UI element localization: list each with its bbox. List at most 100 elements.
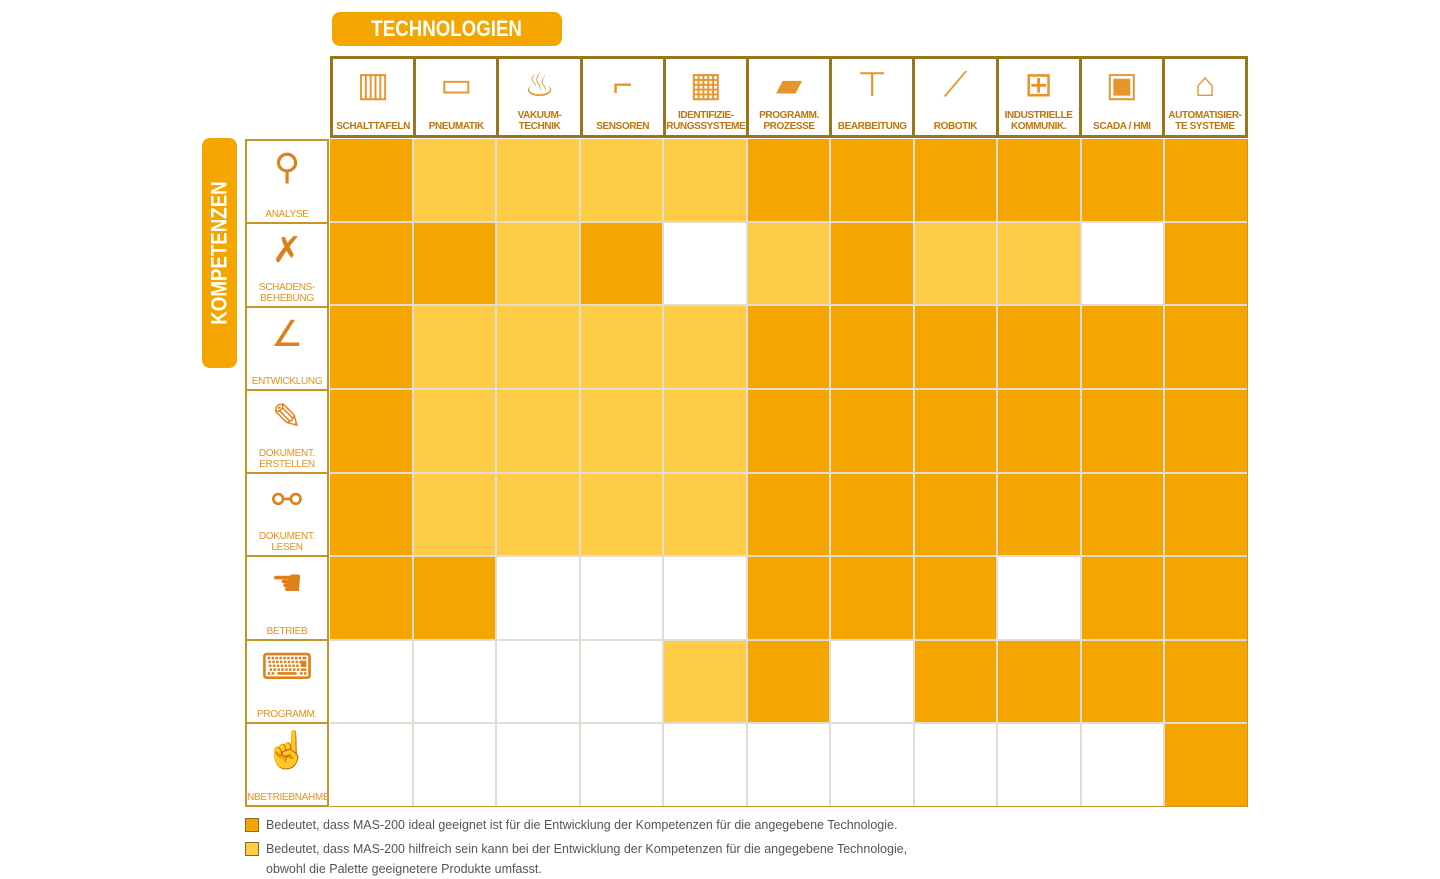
sensor-icon: ⌐ [612,65,633,104]
cell-1-9 [1081,222,1164,305]
cell-3-5 [747,389,830,472]
cell-6-3 [580,640,663,723]
plc-icon: ▰ [775,66,803,104]
column-label: SCADA / HMI [1093,121,1151,132]
cell-1-7 [914,222,997,305]
cell-0-10 [1165,139,1247,221]
cell-4-10 [1165,473,1247,556]
column-header: ⌐ SENSOREN [579,56,666,138]
cell-5-8 [998,557,1080,639]
column-header: ⊞ INDUSTRIELLE KOMMUNIK. [995,56,1082,138]
cell-7-2 [497,724,579,806]
monitor-icon: ▣ [1105,66,1138,104]
column-label: SENSOREN [596,121,650,132]
cell-1-1 [413,222,496,305]
machining-icon: ⊤ [857,66,888,104]
tools-icon: ✗ [271,229,303,271]
row-header: ∠ ENTWICKLUNG [247,307,327,389]
cell-1-5 [747,222,830,305]
cell-7-7 [914,724,997,806]
cell-5-0 [330,557,412,639]
cell-4-0 [330,473,412,556]
qr-code-icon: ▦ [689,66,722,104]
cell-0-6 [831,139,913,221]
cell-5-5 [747,557,830,639]
cell-1-10 [1165,222,1247,305]
cell-5-2 [497,557,579,639]
matrix-grid [330,139,1248,807]
row-label: DOKUMENT. ERSTELLEN [258,448,316,470]
cell-3-4 [664,389,746,472]
legend-text-ideal: Bedeutet, dass MAS-200 ideal geeignet is… [266,818,898,832]
cell-6-0 [330,640,412,723]
cell-4-6 [831,473,913,556]
column-header: ♨ VAKUUM- TECHNIK [496,56,583,138]
cell-6-9 [1081,640,1164,723]
cell-0-9 [1081,139,1164,221]
column-header: ⊤ BEARBEITUNG [829,56,916,138]
cell-0-3 [580,139,663,221]
hand-lever-icon: ☚ [270,562,304,604]
cell-3-7 [914,389,997,472]
robot-arm-icon: ⟋ [943,65,968,104]
column-label: PROGRAMM. PROZESSE [759,110,819,132]
cell-1-3 [580,222,663,305]
row-header: ✎ DOKUMENT. ERSTELLEN [247,390,327,472]
glasses-book-icon: ⚯ [271,479,303,520]
column-header: ▦ IDENTIFIZIE- RUNGSSYSTEME [662,56,749,138]
cell-5-6 [831,557,913,639]
cell-2-2 [497,306,579,388]
row-label: BETRIEB [266,625,308,637]
row-label: PROGRAMM. [256,708,318,720]
cell-1-8 [998,222,1080,305]
column-label: VAKUUM- TECHNIK [517,110,562,132]
cell-5-9 [1081,557,1164,639]
cell-6-7 [914,640,997,723]
cell-2-9 [1081,306,1164,388]
technologies-title: TECHNOLOGIEN [332,12,562,46]
legend-item-helpful: Bedeutet, dass MAS-200 hilfreich sein ka… [245,839,907,879]
cell-6-1 [413,640,496,723]
row-header: ⚯ DOKUMENT. LESEN [247,474,327,556]
legend-text-helpful: Bedeutet, dass MAS-200 hilfreich sein ka… [266,842,908,876]
magnifier-book-icon: ⚲ [273,146,301,187]
cell-6-2 [497,640,579,723]
control-cabinet-icon: ▥ [357,66,390,104]
cell-4-5 [747,473,830,556]
cell-1-0 [330,222,412,305]
column-label: AUTOMATISIER- TE SYSTEME [1168,110,1242,132]
cell-3-6 [831,389,913,472]
laptop-icon: ⌨ [261,645,313,687]
cell-7-8 [998,724,1080,806]
cell-7-1 [413,724,496,806]
column-label: IDENTIFIZIE- RUNGSSYSTEME [666,110,746,132]
row-header: ☚ BETRIEB [247,557,327,639]
cell-0-4 [664,139,746,221]
cell-3-10 [1165,389,1247,472]
cell-3-1 [413,389,496,472]
cell-4-8 [998,473,1080,556]
column-header: ▣ SCADA / HMI [1078,56,1165,138]
cell-5-4 [664,557,746,639]
row-label: SCHADENS- BEHEBUNG [258,281,316,304]
column-header: ▥ SCHALTTAFELN [330,56,417,138]
cell-4-9 [1081,473,1164,556]
finger-button-icon: ☝ [264,728,310,770]
cell-7-4 [664,724,746,806]
competence-label-column: ⚲ ANALYSE ✗ SCHADENS- BEHEBUNG ∠ ENTWICKLUNG ✎… [245,139,330,807]
column-label: ROBOTIK [933,121,978,132]
cell-2-8 [998,306,1080,388]
cell-0-5 [747,139,830,221]
cell-2-3 [580,306,663,388]
cell-1-2 [497,222,579,305]
column-header: ⌂ AUTOMATISIER- TE SYSTEME [1161,56,1249,138]
cell-7-10 [1165,724,1247,806]
cell-6-8 [998,640,1080,723]
cell-5-1 [413,557,496,639]
vacuum-gripper-icon: ♨ [524,66,555,104]
row-header: ⚲ ANALYSE [247,141,327,223]
row-label: DOKUMENT. LESEN [258,531,316,554]
drafting-icon: ∠ [270,312,304,354]
cell-6-10 [1165,640,1247,723]
cell-4-3 [580,473,663,556]
